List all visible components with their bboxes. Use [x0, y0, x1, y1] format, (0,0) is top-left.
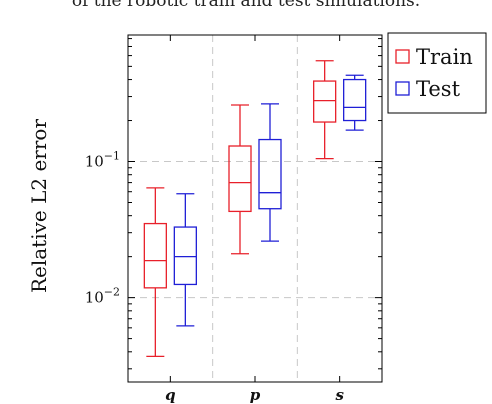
grid-layer: [128, 35, 382, 382]
figure-caption: of the robotic train and test simulation…: [71, 0, 421, 11]
box-iqr: [258, 138, 282, 210]
y-tick-label: 10−2: [85, 286, 120, 307]
box-iqr: [143, 222, 167, 289]
y-tick-label: 10−1: [85, 150, 120, 171]
tick-layer: [128, 35, 382, 382]
box-iqr: [313, 80, 337, 123]
box-iqr: [343, 78, 367, 122]
box-iqr: [173, 226, 197, 286]
x-tick-label: s: [335, 386, 344, 404]
box-layer: [143, 60, 367, 358]
legend-swatch: [395, 81, 410, 96]
legend-entry-label: Train: [416, 45, 473, 69]
plot-frame: [127, 34, 383, 383]
x-tick-label: q: [165, 386, 176, 404]
legend: Train Test: [387, 32, 487, 114]
legend-frame: [387, 32, 487, 114]
box-iqr: [228, 145, 252, 213]
y-axis-label: Relative L2 error: [27, 119, 51, 294]
x-tick-label: p: [250, 386, 261, 404]
label-layer: 10−1 10−2 q p s: [85, 150, 345, 404]
legend-swatch: [395, 49, 410, 64]
legend-entry-label: Test: [416, 77, 461, 101]
